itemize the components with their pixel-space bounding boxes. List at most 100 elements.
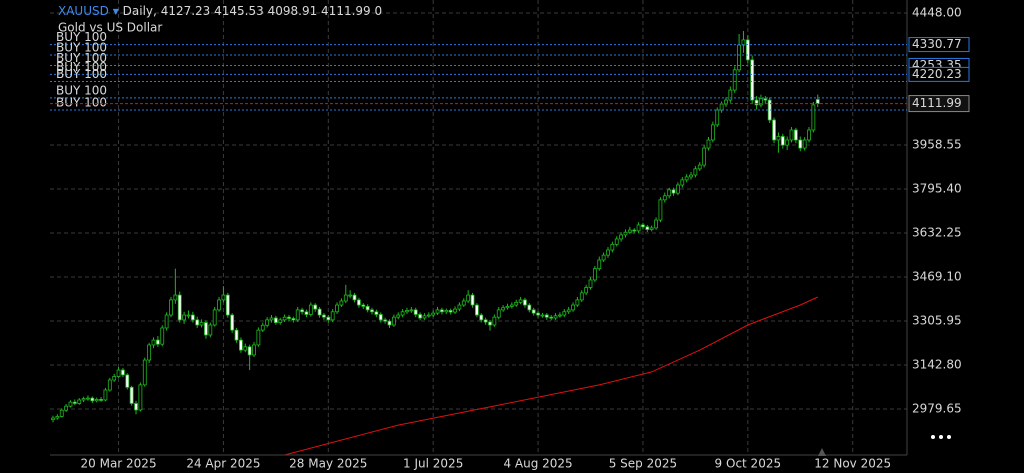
dropdown-icon[interactable]: ▼ — [113, 7, 120, 16]
candle-body — [588, 279, 593, 288]
candle-body — [772, 119, 776, 141]
candle-body — [706, 139, 711, 149]
candle-body — [798, 139, 803, 149]
candle-body — [649, 227, 654, 230]
candle-body — [405, 310, 409, 313]
candle-body — [719, 103, 724, 111]
candle-body — [147, 344, 152, 361]
order-label: BUY 100 — [56, 83, 107, 97]
x-tick-label: 5 Sep 2025 — [609, 457, 677, 471]
candle-body — [400, 311, 405, 316]
candle-body — [785, 139, 790, 146]
candle-body — [671, 189, 676, 194]
candle-body — [680, 179, 685, 186]
candle-body — [164, 314, 169, 329]
candle-body — [776, 136, 781, 141]
candle-body — [536, 312, 540, 316]
candle-body — [177, 294, 182, 321]
candle-body — [330, 311, 335, 321]
candle-body — [129, 386, 134, 404]
order-label: BUY 100 — [56, 30, 107, 44]
candle-body — [614, 238, 619, 245]
plot — [50, 0, 907, 455]
candle-body — [125, 374, 130, 388]
x-tick-label: 20 Mar 2025 — [81, 457, 157, 471]
candle-body — [527, 304, 532, 311]
candle-body — [313, 304, 318, 310]
candle-body — [453, 308, 457, 313]
candle-body — [623, 231, 628, 236]
order-label: BUY 100 — [56, 51, 107, 65]
candle-body — [724, 99, 728, 105]
candle-body — [544, 314, 549, 318]
bid-price-label: 4111.99 — [912, 96, 962, 110]
candle-body — [488, 321, 492, 326]
candle-body — [684, 176, 689, 181]
bid-price-box — [908, 95, 970, 113]
candle-body — [492, 316, 497, 326]
dot[interactable] — [939, 435, 943, 439]
candle-body — [287, 316, 291, 319]
candle-body — [239, 339, 243, 351]
candle-body — [103, 389, 108, 401]
candle-body — [697, 164, 702, 170]
candle-body — [759, 98, 763, 106]
candle-body — [418, 314, 422, 319]
candle-body — [710, 124, 715, 141]
menu-button[interactable] — [931, 435, 951, 439]
candle-body — [225, 294, 230, 316]
candle-body — [474, 304, 479, 316]
candle-body — [212, 309, 217, 326]
candle-body — [155, 339, 160, 345]
low: 4098.91 — [268, 4, 318, 18]
shift-marker — [818, 448, 826, 456]
candle-body — [326, 316, 331, 321]
candle-body — [72, 401, 77, 404]
candle-body — [518, 299, 523, 303]
x-tick-label: 12 Nov 2025 — [814, 457, 891, 471]
dot[interactable] — [947, 435, 951, 439]
y-tick-label: 3469.10 — [912, 269, 962, 283]
candle-body — [413, 309, 418, 315]
candle-body — [121, 369, 125, 376]
candle-body — [689, 174, 693, 178]
candle-body — [217, 299, 221, 311]
candle-body — [252, 344, 256, 356]
candle-body — [273, 317, 278, 323]
candle-body — [409, 309, 414, 312]
candle-body — [195, 319, 200, 326]
candle-body — [107, 379, 112, 391]
order-price-label: 4220.23 — [912, 67, 962, 81]
dot[interactable] — [931, 435, 935, 439]
candle-body — [627, 229, 632, 233]
candle-body — [317, 308, 322, 316]
candle-body — [278, 319, 283, 323]
candle-body — [308, 304, 313, 315]
candle-body — [540, 314, 545, 317]
candle-body — [356, 299, 361, 306]
candle-body — [348, 294, 353, 297]
candle-body — [566, 309, 571, 313]
candle-body — [470, 294, 475, 306]
high: 4145.53 — [214, 4, 264, 18]
candle-body — [186, 314, 191, 317]
candle-body — [199, 322, 204, 326]
order-price-box — [908, 37, 970, 53]
candle-body — [505, 305, 510, 309]
symbol[interactable]: XAUUSD — [58, 4, 109, 18]
candle-body — [383, 319, 388, 322]
candle-body — [81, 398, 86, 401]
candle-body — [483, 319, 488, 323]
candle-body — [134, 403, 138, 411]
candle-body — [90, 397, 95, 402]
y-tick-label: 2979.65 — [912, 401, 962, 415]
candle-body — [116, 369, 121, 377]
candle-body — [807, 129, 811, 141]
candle-body — [391, 316, 396, 326]
candle-body — [601, 254, 606, 261]
candle-body — [514, 301, 519, 306]
candle-body — [562, 311, 567, 316]
candle-body — [448, 310, 453, 313]
candle-body — [247, 346, 252, 356]
candle-body — [549, 316, 554, 319]
